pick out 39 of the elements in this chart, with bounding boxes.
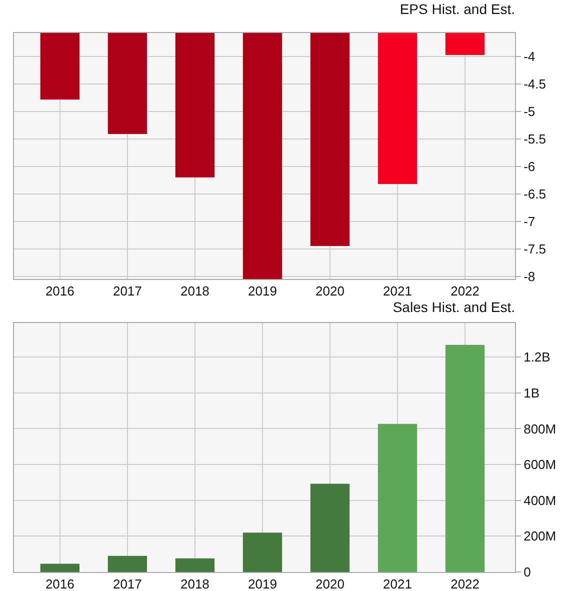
x-tick-label: 2016 bbox=[45, 284, 74, 299]
y-tick-label: -7 bbox=[524, 214, 536, 229]
bar bbox=[242, 532, 282, 572]
y-tick-label: -4.5 bbox=[524, 76, 546, 92]
bar bbox=[40, 564, 80, 572]
bar bbox=[378, 424, 418, 572]
x-tick-label: 2019 bbox=[248, 284, 277, 299]
y-tick-label: 200M bbox=[524, 528, 556, 544]
y-tick-label: -4 bbox=[524, 49, 536, 64]
bar bbox=[108, 556, 148, 572]
x-tick-label: 2019 bbox=[248, 576, 277, 591]
x-tick-label: 2017 bbox=[112, 284, 142, 299]
bar bbox=[175, 558, 215, 572]
x-tick-label: 2016 bbox=[45, 576, 74, 591]
x-tick-label: 2022 bbox=[450, 284, 480, 299]
bar bbox=[310, 484, 350, 572]
chart-title: Sales Hist. and Est. bbox=[392, 298, 515, 315]
y-tick-label: -5.5 bbox=[524, 132, 546, 147]
x-tick-label: 2018 bbox=[180, 576, 210, 591]
y-tick-label: -5 bbox=[524, 104, 536, 120]
y-tick-label: 1B bbox=[524, 385, 540, 400]
y-tick-label: 400M bbox=[524, 492, 556, 508]
x-tick-label: 2020 bbox=[316, 284, 344, 299]
y-tick-label: -7.5 bbox=[524, 241, 546, 256]
x-tick-label: 2017 bbox=[112, 576, 142, 591]
chart-title: EPS Hist. and Est. bbox=[400, 0, 515, 17]
x-tick-label: 2022 bbox=[450, 576, 480, 591]
y-tick-label: 600M bbox=[524, 457, 556, 472]
y-tick-label: 1.2B bbox=[524, 350, 550, 365]
y-tick-label: -6 bbox=[524, 158, 536, 174]
y-tick-label: -8 bbox=[524, 268, 536, 284]
x-tick-label: 2020 bbox=[316, 576, 344, 591]
y-tick-label: -6.5 bbox=[524, 186, 546, 202]
y-tick-label: 800M bbox=[524, 421, 556, 436]
x-tick-label: 2021 bbox=[383, 284, 412, 299]
y-tick-label: 0 bbox=[524, 564, 531, 580]
x-tick-label: 2018 bbox=[180, 284, 210, 299]
bar bbox=[445, 344, 485, 572]
x-tick-label: 2021 bbox=[383, 576, 412, 591]
